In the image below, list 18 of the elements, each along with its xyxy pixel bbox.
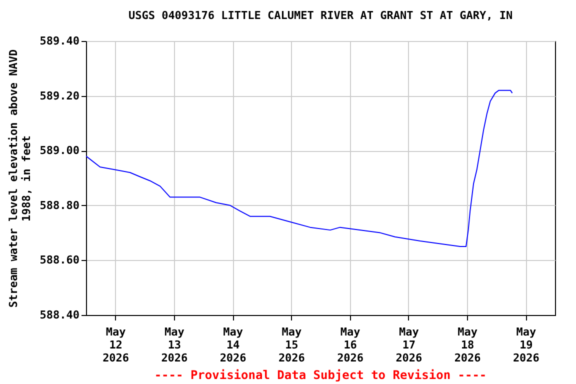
line-series	[86, 90, 513, 247]
x-tick-label: May 14 2026	[220, 326, 247, 364]
y-tick-label: 589.00	[40, 144, 80, 158]
x-tick-label: May 17 2026	[396, 326, 423, 364]
x-tick-label: May 19 2026	[512, 326, 540, 364]
y-tick-label: 588.40	[40, 308, 80, 322]
x-tick-label: May 12 2026	[102, 326, 130, 364]
x-tick-label: May 18 2026	[454, 326, 482, 364]
y-tick-label: 588.80	[40, 198, 80, 212]
y-tick-label: 589.40	[40, 34, 80, 48]
x-tick-label: May 13 2026	[161, 326, 188, 364]
y-tick-label: 589.20	[40, 89, 80, 102]
x-tick-label: May 15 2026	[278, 326, 306, 364]
text: ---- Provisional Data Subject to Revision ----	[154, 368, 487, 382]
y-axis-title: Stream water level elevation above NAVD 1988, in feet	[6, 48, 33, 308]
x-tick-label: May 16 2026	[337, 326, 364, 364]
chart-title: USGS 04093176 LITTLE CALUMET RIVER AT GRANT ST AT GARY, IN	[128, 9, 513, 22]
y-tick-label: 588.60	[40, 254, 80, 267]
